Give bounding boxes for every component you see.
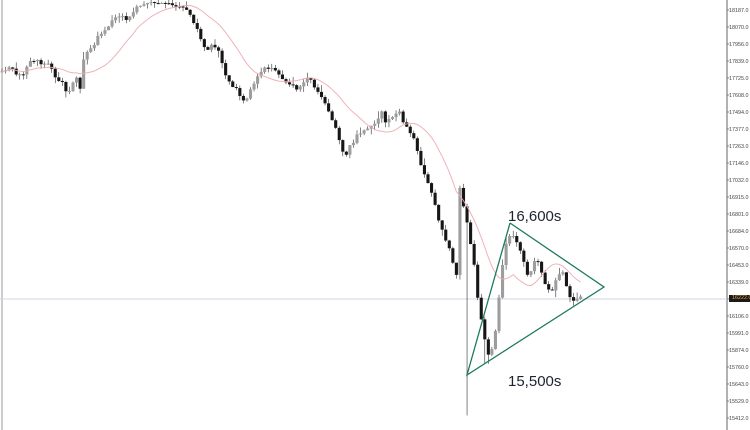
svg-text:15874.0: 15874.0	[729, 348, 749, 354]
svg-text:15412.0: 15412.0	[729, 416, 749, 422]
svg-text:16570.0: 16570.0	[729, 246, 749, 252]
svg-text:17725.0: 17725.0	[729, 76, 749, 82]
svg-text:17377.0: 17377.0	[729, 127, 749, 133]
svg-text:17032.0: 17032.0	[729, 178, 749, 184]
svg-text:16339.0: 16339.0	[729, 280, 749, 286]
svg-text:17263.0: 17263.0	[729, 144, 749, 150]
svg-text:17839.0: 17839.0	[729, 59, 749, 65]
svg-text:16106.0: 16106.0	[729, 314, 749, 320]
svg-text:16915.0: 16915.0	[729, 195, 749, 201]
svg-text:17608.0: 17608.0	[729, 93, 749, 99]
svg-text:18070.0: 18070.0	[729, 25, 749, 31]
svg-text:16453.0: 16453.0	[729, 263, 749, 269]
svg-text:17494.0: 17494.0	[729, 110, 749, 116]
svg-text:16684.0: 16684.0	[729, 229, 749, 235]
svg-text:15643.0: 15643.0	[729, 382, 749, 388]
svg-text:15991.0: 15991.0	[729, 331, 749, 337]
svg-text:17956.0: 17956.0	[729, 42, 749, 48]
svg-text:15529.0: 15529.0	[729, 399, 749, 405]
svg-text:15760.0: 15760.0	[729, 365, 749, 371]
svg-text:17146.0: 17146.0	[729, 161, 749, 167]
svg-text:16801.0: 16801.0	[729, 212, 749, 218]
svg-text:18187.0: 18187.0	[729, 8, 749, 14]
